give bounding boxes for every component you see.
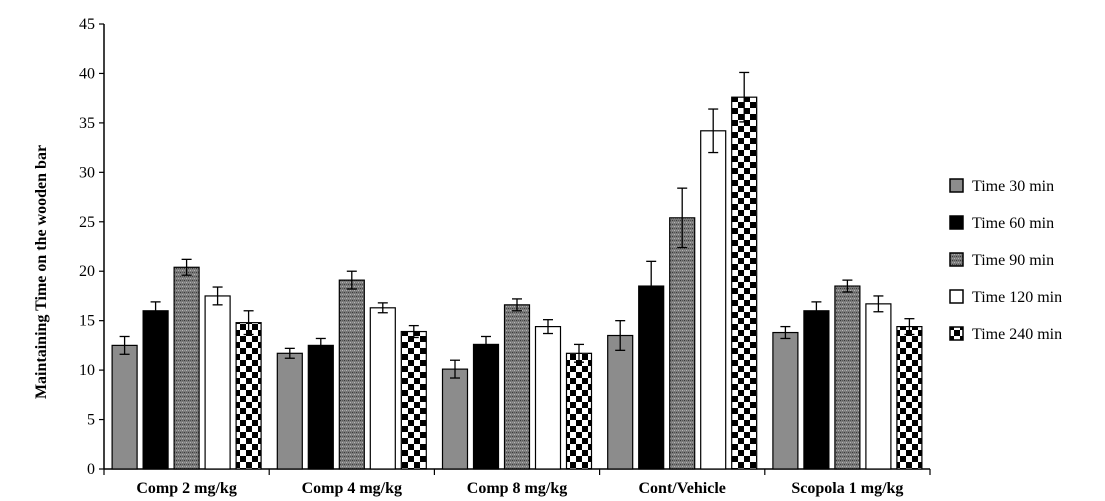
y-tick-label: 40 [79, 65, 95, 82]
bar-time-240-min-2 [565, 352, 593, 470]
x-tick-label: Comp 2 mg/kg [136, 480, 236, 497]
legend-swatch [949, 178, 964, 193]
legend-label: Time 90 min [972, 252, 1054, 269]
y-tick-label: 0 [87, 461, 95, 478]
y-tick-label: 25 [79, 214, 95, 231]
x-tick-label: Comp 4 mg/kg [302, 480, 402, 497]
bar-time-120-min-0 [204, 295, 231, 470]
legend-swatch [949, 289, 964, 304]
bar-time-30-min-4 [772, 331, 799, 470]
bar-time-90-min-1 [338, 279, 365, 470]
legend-swatch [949, 326, 964, 341]
y-tick-label: 5 [87, 412, 95, 429]
bar-time-240-min-0 [235, 322, 262, 470]
bar-time-120-min-4 [865, 303, 892, 470]
x-tick-label: Cont/Vehicle [638, 480, 725, 497]
bar-time-240-min-3 [731, 96, 758, 470]
bar-time-90-min-0 [173, 266, 200, 470]
bar-time-90-min-3 [669, 217, 696, 470]
x-tick-label: Comp 8 mg/kg [467, 480, 567, 497]
legend-swatch [949, 252, 964, 267]
y-tick-label: 10 [79, 362, 95, 379]
error-bars [119, 71, 915, 379]
bar-time-30-min-1 [276, 352, 303, 470]
y-tick-label: 30 [79, 164, 95, 181]
bar-time-30-min-2 [441, 368, 469, 470]
x-tick-label: Scopola 1 mg/kg [791, 480, 903, 497]
bar-time-90-min-2 [503, 304, 531, 470]
bar-time-30-min-3 [607, 334, 634, 470]
legend-label: Time 120 min [972, 289, 1062, 306]
bar-time-30-min-0 [111, 344, 138, 470]
legend-label: Time 240 min [972, 326, 1062, 343]
legend-label: Time 60 min [972, 215, 1054, 232]
legend: Time 30 min Time 60 min Time 90 min Time 12… [949, 178, 1062, 343]
bar-time-60-min-1 [307, 344, 334, 470]
y-ticks: 0 5 10 15 20 25 30 35 40 45 [79, 16, 104, 478]
bar-time-60-min-2 [472, 343, 500, 470]
bar-time-120-min-3 [700, 130, 727, 470]
y-axis-label-group: Maintaining Time on the wooden bar [33, 145, 50, 399]
bar-time-60-min-0 [142, 310, 169, 470]
y-tick-label: 35 [79, 115, 95, 132]
bar-time-240-min-4 [896, 326, 923, 470]
legend-label: Time 30 min [972, 178, 1054, 195]
y-tick-label: 45 [79, 16, 95, 33]
bar-time-120-min-1 [369, 307, 396, 470]
bar-time-90-min-4 [834, 285, 861, 470]
bar-time-240-min-1 [400, 330, 427, 470]
legend-swatch [949, 215, 964, 230]
y-tick-label: 15 [79, 313, 95, 330]
bar-time-120-min-2 [534, 326, 562, 470]
bar-time-60-min-3 [638, 285, 665, 470]
bars [111, 96, 923, 470]
x-tick-labels: Comp 2 mg/kg Comp 4 mg/kg Comp 8 mg/kg Cont… [136, 480, 903, 497]
y-tick-label: 20 [79, 263, 95, 280]
bar-time-60-min-4 [803, 310, 830, 470]
y-axis-label: Maintaining Time on the wooden bar [33, 145, 50, 399]
